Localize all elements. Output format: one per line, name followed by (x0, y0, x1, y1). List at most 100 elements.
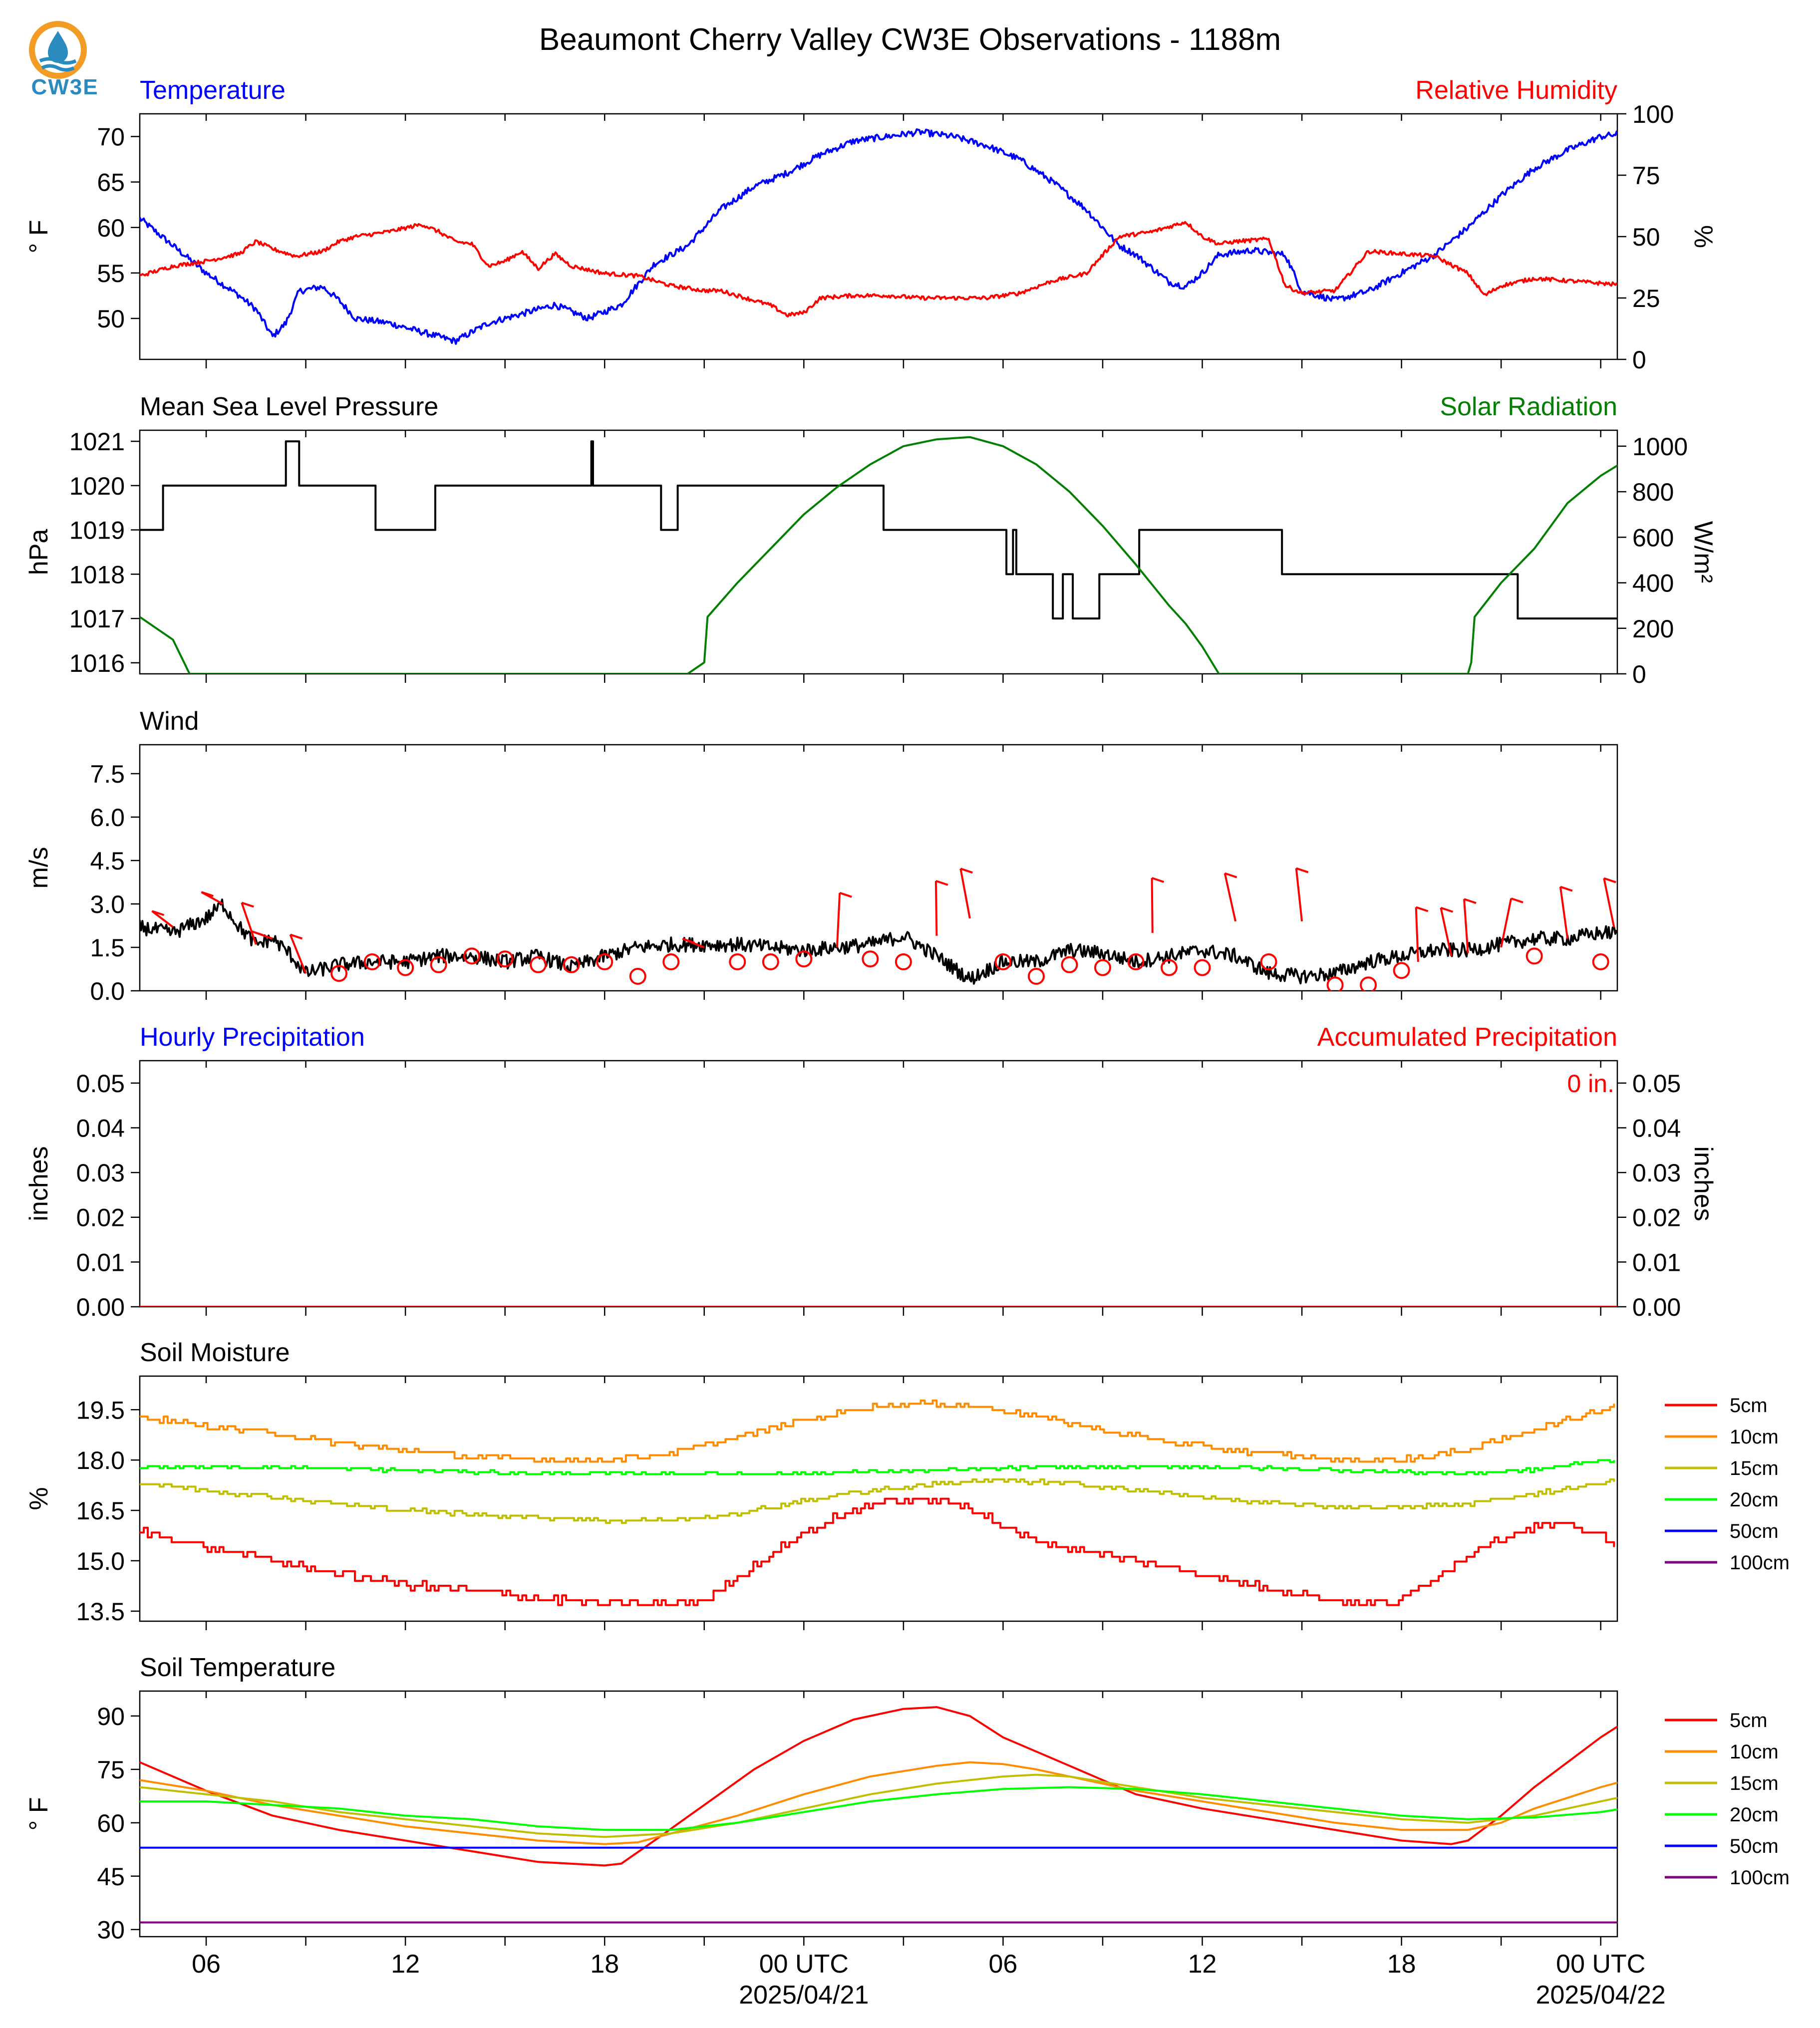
legend-label: 100cm (1730, 1867, 1790, 1889)
wind-barb-calm (463, 947, 481, 965)
wind-barb-flag (241, 901, 254, 908)
panel-right-title: Relative Humidity (1415, 76, 1617, 105)
y-tick-label: 0.0 (90, 977, 125, 1005)
y-tick-label: 4.5 (90, 847, 125, 875)
wind-barb-calm (994, 953, 1012, 970)
series-solar-radiation (140, 436, 1220, 674)
y-tick-label: 19.5 (76, 1396, 125, 1424)
x-tick-label: 00 UTC (759, 1950, 849, 1979)
logo-text: CW3E (31, 75, 99, 99)
wind-barb-calm (1525, 947, 1543, 965)
wind-barb-calm (762, 953, 779, 970)
series-10cm (140, 1761, 1617, 1845)
wind-barb-flag (960, 868, 973, 874)
y-tick-label-right: 200 (1632, 615, 1674, 643)
y-axis-label: m/s (24, 847, 53, 889)
wind-barb-calm (430, 956, 447, 973)
panel-4: Hourly Precipitation Accumulated Precipit… (24, 1023, 1718, 1321)
y-tick-label-right: 0.02 (1632, 1204, 1681, 1232)
series-10cm (140, 1399, 1615, 1463)
y-tick-label-right: 75 (1632, 162, 1660, 190)
panel-right-title: Solar Radiation (1440, 392, 1617, 421)
y-tick-label: 7.5 (90, 760, 125, 788)
accumulated-total-label: 0 in. (1567, 1070, 1614, 1098)
y-tick-label: 65 (97, 169, 125, 197)
wind-barb (151, 910, 174, 928)
x-tick-label: 06 (192, 1950, 221, 1979)
series-group (140, 1399, 1615, 1606)
wind-barb-calm (795, 950, 813, 968)
y-tick-label: 1017 (69, 605, 125, 633)
x-date-label: 2025/04/22 (1536, 1981, 1666, 2010)
wind-barb-calm (363, 953, 381, 970)
y-axis-label-right: inches (1689, 1146, 1718, 1221)
series-group (140, 867, 1617, 991)
y-axis-label: % (24, 1487, 53, 1510)
wind-barb (1295, 868, 1303, 922)
wind-barb (1440, 907, 1453, 956)
panel-left-title: Wind (140, 707, 199, 736)
wind-barb (241, 902, 257, 945)
wind-barb-flag (839, 891, 852, 898)
panel-frame (139, 1375, 1618, 1622)
y-axis-label: hPa (24, 529, 53, 576)
series-group (140, 128, 1617, 345)
wind-barb-flag (1560, 885, 1573, 892)
wind-barb-calm (530, 956, 547, 973)
legend-label: 50cm (1730, 1835, 1779, 1857)
x-tick-label: 12 (391, 1950, 420, 1979)
y-tick-label: 6.0 (90, 804, 125, 832)
wind-barb (289, 934, 307, 974)
wind-barb (1559, 886, 1569, 939)
wind-barb-flag (151, 910, 165, 916)
panel-left-title: Hourly Precipitation (140, 1023, 365, 1052)
wind-barb-calm (629, 968, 646, 985)
y-axis-label-right: % (1689, 225, 1718, 248)
y-tick-label: 0.02 (76, 1204, 125, 1232)
panel-frame (139, 744, 1618, 992)
y-tick-label: 60 (97, 214, 125, 242)
y-tick-label-right: 400 (1632, 570, 1674, 597)
y-tick-label: 16.5 (76, 1497, 125, 1525)
y-tick-label: 0.01 (76, 1248, 125, 1276)
y-tick-label: 1016 (69, 649, 125, 677)
y-tick-label: 1019 (69, 517, 125, 545)
y-tick-label: 60 (97, 1809, 125, 1837)
legend-label: 100cm (1730, 1552, 1790, 1574)
y-tick-label: 1.5 (90, 934, 125, 962)
y-axis-label: inches (24, 1146, 53, 1221)
y-tick-label-right: 0.00 (1632, 1293, 1681, 1321)
y-tick-label: 0.00 (76, 1293, 125, 1321)
wind-barb-flag (1603, 877, 1616, 883)
legend: 5cm 10cm 15cm 20cm 50cm 100cm (1665, 1710, 1790, 1889)
legend-label: 5cm (1730, 1395, 1768, 1417)
wind-barb-flag (201, 891, 214, 897)
legend-label: 15cm (1730, 1772, 1779, 1794)
y-tick-label: 75 (97, 1756, 125, 1784)
y-tick-label-right: 0.01 (1632, 1248, 1681, 1276)
wind-barb (1151, 878, 1154, 933)
wind-barb-flag (1151, 877, 1165, 883)
wind-barb (1500, 898, 1513, 948)
y-tick-label: 18.0 (76, 1447, 125, 1474)
wind-barb (836, 892, 841, 948)
wind-barb-calm (1260, 953, 1277, 970)
wind-barb-flag (1296, 867, 1309, 873)
wind-barb-flag (250, 930, 264, 936)
panel-frame (139, 113, 1618, 360)
legend: 5cm 10cm 15cm 20cm 50cm 100cm (1665, 1395, 1790, 1574)
series-relative-humidity (140, 221, 1617, 318)
series-group (140, 436, 1617, 674)
wind-barb-calm (1061, 956, 1078, 973)
wind-barb-flag (1440, 906, 1454, 913)
panel-frame (139, 1060, 1618, 1308)
panel-left-title: Soil Moisture (140, 1338, 290, 1367)
y-tick-label-right: 600 (1632, 524, 1674, 552)
y-tick-label-right: 0 (1632, 660, 1646, 688)
series-20cm (140, 1459, 1615, 1475)
wind-barb (1415, 907, 1419, 962)
wind-barb-flag (1464, 898, 1477, 904)
wind-barb-flag (1224, 872, 1237, 878)
series-15cm (140, 1478, 1615, 1524)
panel-frame (139, 429, 1618, 675)
